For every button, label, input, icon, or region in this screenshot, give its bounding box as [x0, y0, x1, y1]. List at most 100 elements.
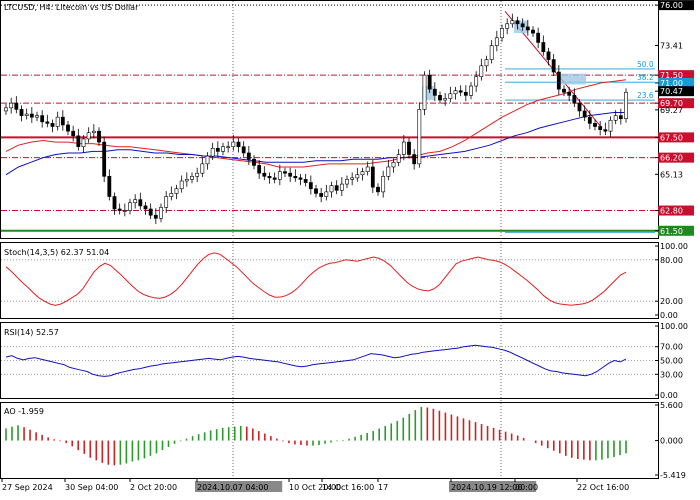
candle-body [386, 166, 391, 177]
candle-body [427, 74, 432, 90]
candle-body [66, 124, 70, 132]
price-tag: 71.00 [660, 79, 683, 88]
price-tag-bg [658, 98, 694, 109]
candle-body [50, 123, 55, 127]
candle-body [422, 74, 427, 110]
time-label: 00:00 [515, 483, 538, 492]
vertical-grid [232, 1, 502, 478]
main-panel-frame [0, 0, 659, 239]
candle-body [474, 76, 479, 87]
candle-body [510, 20, 515, 25]
candle-body [200, 163, 205, 174]
candle-body [221, 146, 225, 152]
rsi-tick-label: 30.00 [660, 370, 683, 379]
candle-body [329, 185, 334, 193]
rsi-label: RSI(14) 52.57 [4, 328, 59, 337]
candle-body [86, 132, 91, 140]
time-label: 17 [378, 483, 388, 492]
candle-body [339, 183, 344, 191]
candle-body [195, 172, 200, 177]
candle-body [593, 123, 597, 127]
candle-body [303, 179, 308, 183]
candle-body [308, 182, 313, 190]
candle-body [236, 141, 241, 148]
candle-body [102, 141, 107, 177]
time-label: 10 Oct 20:00 [289, 483, 341, 492]
price-tag-bg [658, 225, 694, 236]
price-tag-bg [658, 205, 694, 216]
candle-body [618, 115, 623, 120]
ao-tick-label: -5.419 [660, 471, 686, 480]
candle-body [190, 176, 194, 180]
candle-body [546, 51, 551, 60]
price-tag: 69.27 [660, 106, 683, 115]
ma-slow-line [5, 112, 626, 176]
candle-body [587, 116, 592, 124]
candle-body [174, 188, 179, 194]
price-tag: 67.50 [660, 133, 683, 142]
candle-body [443, 98, 448, 101]
time-label: 2024.10.19 12:00 [451, 483, 522, 492]
candle-body [272, 177, 277, 180]
candle-body [484, 59, 489, 67]
candle-body [288, 172, 293, 177]
candle-body [432, 88, 437, 96]
candle-body [40, 115, 45, 123]
price-tag: 66.20 [660, 154, 683, 163]
candle-body [143, 205, 148, 210]
rsi-tick-label: 100.00 [660, 322, 688, 331]
candle-body [246, 152, 251, 160]
highlight-zone [558, 73, 586, 85]
candle-body [577, 102, 582, 112]
stoch-panel-frame [0, 242, 659, 319]
ao-panel-frame [0, 402, 659, 479]
candle-body [298, 177, 303, 180]
time-label: 30 Sep 04:00 [65, 483, 118, 492]
candle-body [267, 176, 272, 179]
price-tag-bg [658, 70, 694, 81]
candle-body [164, 196, 169, 208]
price-tag: 69.70 [660, 99, 683, 108]
candle-body [252, 158, 256, 166]
time-tag-bg [449, 481, 537, 492]
candle-body [624, 91, 628, 120]
candle-body [314, 188, 318, 194]
candle-body [598, 126, 603, 130]
candle-body [153, 214, 158, 219]
price-tag: 61.50 [660, 227, 683, 236]
candle-body [407, 141, 411, 155]
candle-body [257, 165, 262, 174]
candle-body [319, 193, 324, 197]
candle-body [489, 45, 494, 60]
stoch-tick-label: 20.00 [660, 297, 683, 306]
candle-body [277, 171, 282, 180]
rsi-tick-label: 0.00 [660, 391, 678, 400]
candle-body [376, 186, 380, 193]
candle-body [60, 116, 65, 126]
stoch-tick-label: 0.00 [660, 311, 678, 320]
price-tag: 62.80 [660, 207, 683, 216]
rsi-tick-label: 50.00 [660, 357, 683, 366]
candle-body [14, 102, 19, 110]
candle-body [148, 208, 153, 216]
candle-body [438, 95, 442, 101]
candle-body [215, 147, 220, 152]
candle-body [97, 130, 101, 143]
price-tag: 70.47 [660, 87, 683, 96]
price-tag-bg [658, 152, 694, 163]
candle-body [453, 90, 458, 95]
candle-body [381, 176, 386, 193]
time-label: 22 Oct 16:00 [577, 483, 629, 492]
candle-body [55, 116, 60, 127]
price-tag-bg [658, 0, 694, 11]
candle-body [179, 180, 184, 190]
price-tag: 71.50 [660, 71, 683, 80]
time-tag-bg [195, 481, 283, 492]
price-tag: 65.13 [660, 170, 683, 179]
horizontal-levels [1, 4, 658, 232]
candle-body [531, 29, 535, 34]
candle-body [184, 179, 189, 182]
